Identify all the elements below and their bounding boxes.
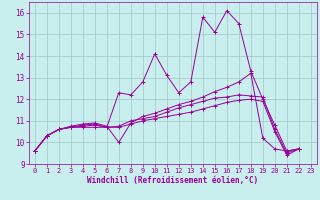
X-axis label: Windchill (Refroidissement éolien,°C): Windchill (Refroidissement éolien,°C) <box>87 176 258 185</box>
